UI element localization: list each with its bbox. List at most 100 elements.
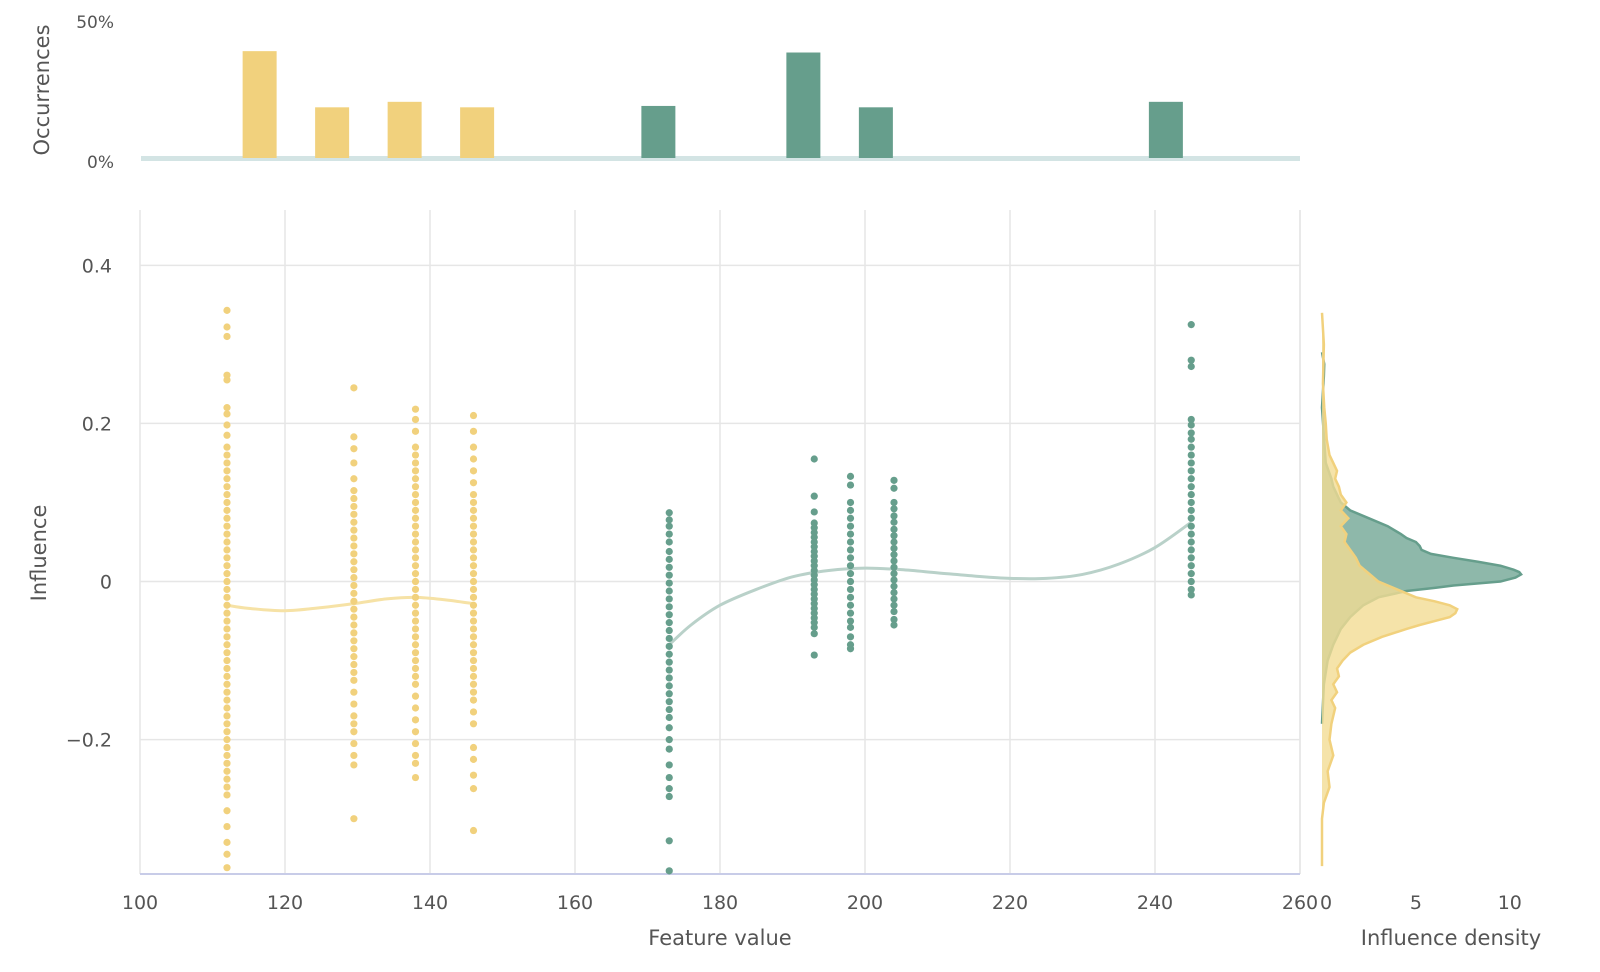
scatter-point [665, 642, 673, 650]
scatter-point [350, 660, 358, 669]
scatter-point [665, 666, 673, 674]
scatter-point [890, 532, 898, 540]
scatter-point [411, 617, 420, 625]
scatter-point [223, 767, 231, 775]
scatter-point [350, 597, 358, 605]
scatter-point [411, 443, 420, 451]
scatter-point [223, 688, 231, 696]
scatter-point [223, 404, 231, 412]
scatter-point [350, 534, 358, 542]
scatter-point [890, 484, 898, 492]
scatter-point [223, 554, 231, 562]
scatter-point [890, 512, 898, 520]
scatter-point [846, 609, 855, 617]
scatter-point [469, 427, 478, 435]
scatter-point [223, 720, 231, 728]
scatter-point [350, 629, 358, 637]
scatter-point [469, 609, 478, 617]
scatter-point [411, 680, 420, 688]
scatter-point [665, 516, 673, 524]
scatter-point [411, 498, 420, 507]
scatter-point [350, 676, 358, 684]
scatter-point [223, 562, 231, 570]
scatter-point [350, 589, 358, 597]
scatter-point [846, 585, 855, 594]
scatter-point [890, 601, 898, 609]
scatter-point [350, 739, 358, 748]
scatter-point [411, 415, 420, 424]
scatter-point [469, 514, 478, 522]
scatter-point [411, 625, 420, 633]
y-tick-label: 0 [100, 572, 112, 594]
scatter-point [469, 538, 478, 546]
scatter-point [1187, 443, 1195, 451]
influence-panel: 100 120 140 160 180 200 220 240 260 0.40.20−0.2 … [27, 210, 1318, 950]
scatter-point [350, 475, 358, 483]
scatter-point [846, 530, 855, 538]
scatter-point [411, 459, 420, 467]
scatter-point [411, 522, 420, 530]
scatter-point [223, 577, 231, 586]
scatter-point [1187, 514, 1195, 522]
scatter-point [411, 704, 420, 712]
occurrences-baseline [141, 156, 1300, 161]
scatter-point [223, 451, 231, 459]
scatter-point [665, 522, 673, 530]
scatter-point [469, 601, 478, 609]
scatter-point [350, 573, 358, 582]
scatter-point [350, 712, 358, 720]
scatter-point [411, 514, 420, 522]
scatter-point [469, 498, 478, 507]
scatter-point [890, 525, 898, 533]
occurrence-bar [387, 101, 422, 158]
scatter-point [665, 626, 673, 635]
scatter-point [810, 623, 818, 631]
scatter-point [411, 739, 420, 748]
scatter-point [411, 716, 420, 724]
scatter-point [223, 743, 231, 752]
scatter-point [1187, 421, 1195, 429]
scatter-point [890, 544, 898, 552]
scatter-point [890, 582, 898, 590]
scatter-point [350, 566, 358, 574]
scatter-point [846, 593, 855, 601]
scatter-point [350, 761, 358, 769]
scatter-point [810, 651, 818, 659]
scatter-point [223, 431, 231, 439]
scatter-point [350, 637, 358, 645]
scatter-point [1187, 483, 1195, 491]
scatter-point [1187, 321, 1195, 329]
scatter-point [665, 571, 673, 579]
scatter-point [469, 546, 478, 554]
scatter-point [469, 506, 478, 514]
x-tick-label: 140 [412, 892, 448, 914]
scatter-point [223, 850, 231, 858]
scatter-point [350, 542, 358, 550]
scatter-point [665, 650, 673, 658]
scatter-point [350, 558, 358, 566]
scatter-point [469, 680, 478, 688]
scatter-point [223, 467, 231, 475]
scatter-point [1187, 577, 1195, 586]
scatter-point [469, 522, 478, 530]
density-outline-yellow [1320, 312, 1459, 867]
scatter-point [665, 867, 673, 875]
scatter-point [350, 459, 358, 467]
scatter-point [810, 508, 818, 516]
scatter-point [223, 570, 231, 578]
scatter-point [350, 720, 358, 728]
scatter-point [411, 664, 420, 673]
scatter-point [223, 704, 231, 712]
scatter-point [223, 585, 231, 594]
occurrence-bar [641, 105, 676, 158]
scatter-point [846, 498, 855, 507]
scatter-point [411, 728, 420, 736]
scatter-point [223, 546, 231, 554]
scatter-point [350, 502, 358, 511]
scatter-point [469, 688, 478, 696]
scatter-point [411, 692, 420, 700]
scatter-point [469, 708, 478, 716]
scatter-point [890, 538, 898, 546]
scatter-point [223, 593, 231, 601]
